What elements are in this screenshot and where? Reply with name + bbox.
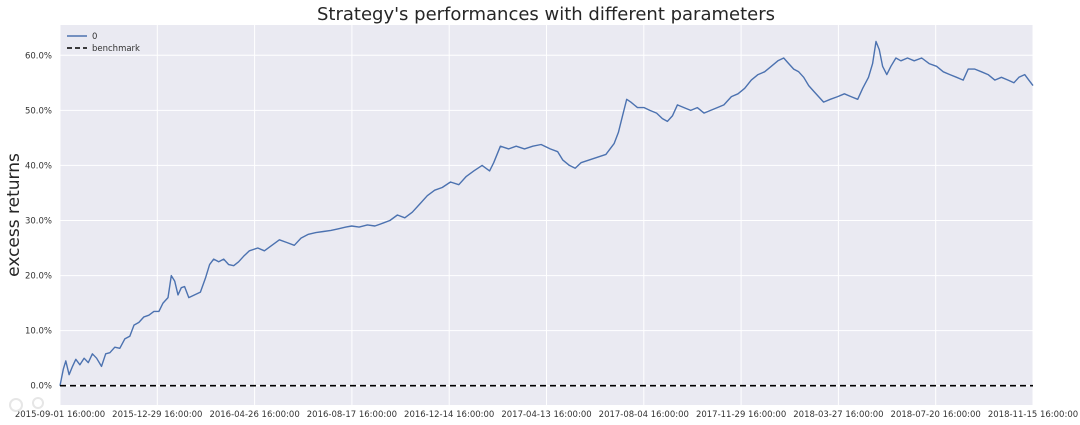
- y-tick-labels: 0.0% 10.0% 20.0% 30.0% 40.0% 50.0% 60.0%: [25, 51, 52, 391]
- x-tick-label: 2017-11-29 16:00:00: [696, 410, 786, 420]
- watermark: [9, 397, 44, 412]
- series-line-strategy: [59, 40, 1034, 386]
- y-tick-label: 40.0%: [25, 161, 52, 171]
- y-tick-label: 20.0%: [25, 272, 52, 282]
- x-tick-label: 2016-04-26 16:00:00: [209, 410, 299, 420]
- y-tick-label: 50.0%: [25, 106, 52, 116]
- x-tick-label: 2016-12-14 16:00:00: [404, 410, 494, 420]
- x-tick-label: 2018-03-27 16:00:00: [793, 410, 883, 420]
- x-tick-label: 2015-12-29 16:00:00: [112, 410, 202, 420]
- x-tick-label: 2017-04-13 16:00:00: [501, 410, 591, 420]
- x-tick-label: 2015-09-01 16:00:00: [15, 410, 105, 420]
- y-tick-label: 30.0%: [25, 217, 52, 227]
- y-tick-label: 10.0%: [25, 327, 52, 337]
- legend: 0 benchmark: [67, 32, 140, 54]
- y-axis-label: excess returns: [4, 153, 24, 277]
- legend-label-strategy: 0: [92, 32, 97, 42]
- x-tick-label: 2018-11-15 16:00:00: [988, 410, 1078, 420]
- x-tick-label: 2018-07-20 16:00:00: [891, 410, 981, 420]
- x-gridlines: [59, 25, 1034, 405]
- watermark-logo-icon: [9, 398, 23, 412]
- watermark-logo-icon-dot: [32, 397, 44, 409]
- legend-label-benchmark: benchmark: [92, 44, 140, 54]
- y-tick-label: 0.0%: [30, 382, 52, 392]
- chart-title: Strategy's performances with different p…: [317, 4, 775, 25]
- x-tick-labels: 2015-09-01 16:00:00 2015-12-29 16:00:00 20…: [15, 410, 1078, 420]
- series-layer: [59, 40, 1034, 387]
- x-tick-label: 2016-08-17 16:00:00: [307, 410, 397, 420]
- x-tick-label: 2017-08-04 16:00:00: [599, 410, 689, 420]
- y-tick-label: 60.0%: [25, 51, 52, 61]
